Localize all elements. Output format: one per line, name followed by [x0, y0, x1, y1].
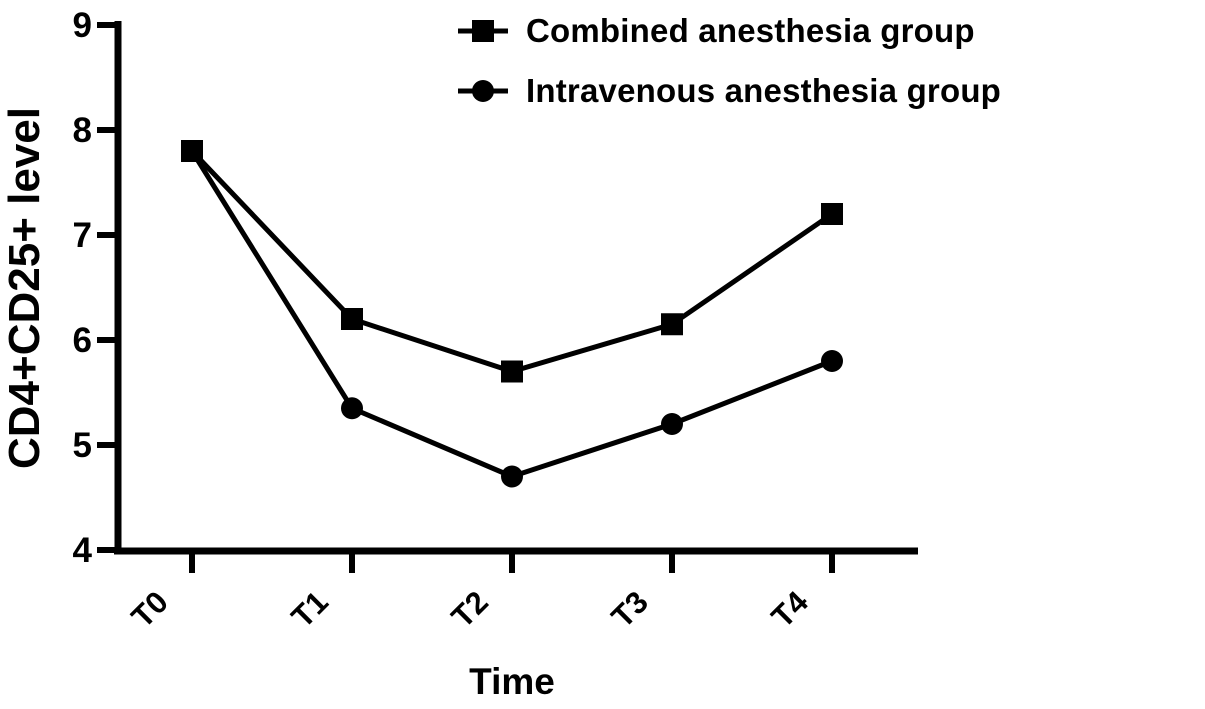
y-tick-label: 4	[73, 531, 93, 570]
legend-marker-square-icon	[458, 20, 508, 42]
legend: Combined anesthesia group Intravenous an…	[458, 12, 1001, 110]
data-point-circle	[821, 350, 843, 372]
x-tick-label: T1	[285, 584, 335, 634]
data-point-square	[181, 140, 203, 162]
series-line	[189, 149, 833, 480]
y-tick-label: 8	[73, 111, 92, 150]
legend-label-combined: Combined anesthesia group	[526, 12, 975, 49]
legend-label-intravenous: Intravenous anesthesia group	[526, 72, 1002, 109]
y-tick-label: 7	[73, 216, 92, 255]
x-tick-label: T3	[605, 584, 655, 634]
legend-item-combined: Combined anesthesia group	[458, 12, 1001, 50]
legend-marker-circle-icon	[458, 80, 508, 102]
y-tick-label: 9	[73, 6, 92, 45]
series-line	[190, 149, 834, 375]
y-tick-label: 6	[73, 321, 92, 360]
x-tick-label: T0	[125, 584, 175, 634]
data-point-square	[661, 313, 683, 336]
x-tick-label: T2	[445, 584, 495, 634]
y-tick-label: 5	[73, 426, 92, 465]
data-point-circle	[661, 413, 683, 435]
legend-item-intravenous: Intravenous anesthesia group	[458, 72, 1001, 110]
data-point-square	[501, 360, 523, 383]
x-tick-label: T4	[765, 584, 816, 635]
x-axis-title: Time	[469, 661, 555, 702]
data-point-circle	[501, 465, 523, 488]
data-point-circle	[341, 397, 363, 420]
data-point-square	[341, 308, 363, 330]
y-axis-title: CD4+CD25+ level	[0, 107, 49, 469]
data-point-square	[821, 203, 843, 225]
